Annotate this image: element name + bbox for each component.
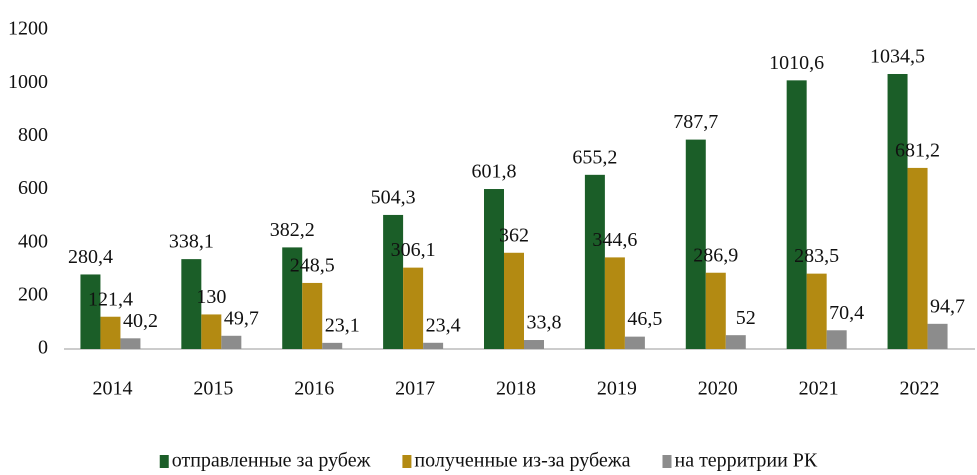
bar [907,167,928,349]
bar [120,338,141,349]
bar [624,336,645,349]
data-label: 286,9 [693,244,738,266]
bar [423,342,444,349]
y-tick-label: 400 [18,230,48,252]
bar [403,267,424,349]
legend-label: на территрии РК [674,450,817,472]
bar [302,282,323,349]
data-label: 655,2 [572,146,617,168]
data-label: 40,2 [123,310,158,332]
x-tick-label: 2020 [698,378,738,400]
bar [201,314,222,349]
legend-marker [159,455,169,468]
bar [604,257,625,349]
bar [282,247,303,349]
bar [484,189,504,349]
data-label: 283,5 [794,245,839,267]
bar [584,174,605,349]
data-label: 130 [196,286,226,308]
data-label: 1034,5 [870,46,925,68]
bar [705,272,726,349]
data-label: 46,5 [627,308,662,330]
legend-marker [662,455,672,468]
x-tick-label: 2021 [799,378,839,400]
data-label: 52 [736,307,756,329]
y-tick-label: 0 [38,337,48,359]
bar [100,316,121,349]
bar [725,335,746,349]
y-tick-label: 200 [18,283,48,305]
bar [826,330,847,349]
data-label: 248,5 [290,255,335,277]
x-tick-label: 2018 [496,378,536,400]
data-label: 787,7 [673,111,718,133]
bar [806,273,827,349]
y-tick-label: 600 [18,177,48,199]
data-label: 70,4 [829,302,864,324]
bar [504,252,524,349]
data-label: 338,1 [169,231,214,253]
data-label: 121,4 [88,288,133,310]
y-tick-label: 800 [18,124,48,146]
x-tick-label: 2019 [597,378,637,400]
legend-label: полученные из-за рубежа [414,450,630,472]
bar [887,73,908,349]
bar [322,342,343,349]
legend-label: отправленные за рубеж [172,450,371,472]
bar [524,340,544,349]
data-label: 33,8 [527,312,562,334]
bar [685,139,706,349]
x-tick-label: 2022 [900,378,940,400]
x-tick-label: 2016 [294,378,334,400]
data-label: 1010,6 [769,52,824,74]
data-label: 344,6 [592,229,637,251]
data-label: 681,2 [895,140,940,162]
data-label: 382,2 [270,219,315,241]
data-label: 362 [499,224,529,246]
data-label: 94,7 [930,295,965,317]
legend-marker [402,455,412,468]
data-label: 280,4 [68,246,113,268]
bar [221,335,242,349]
x-tick-label: 2015 [193,378,233,400]
data-label: 23,4 [426,314,461,336]
x-tick-label: 2017 [395,378,435,400]
y-tick-label: 1200 [8,18,48,40]
data-label: 23,1 [325,314,360,336]
x-tick-label: 2014 [92,378,132,400]
data-label: 49,7 [224,307,259,329]
bar [786,80,807,350]
bar [80,274,101,349]
data-label: 601,8 [472,161,517,183]
data-label: 504,3 [371,187,416,209]
bar [927,323,948,349]
data-label: 306,1 [391,239,436,261]
bar [383,214,404,349]
bar [181,259,202,349]
y-tick-label: 1000 [8,71,48,93]
